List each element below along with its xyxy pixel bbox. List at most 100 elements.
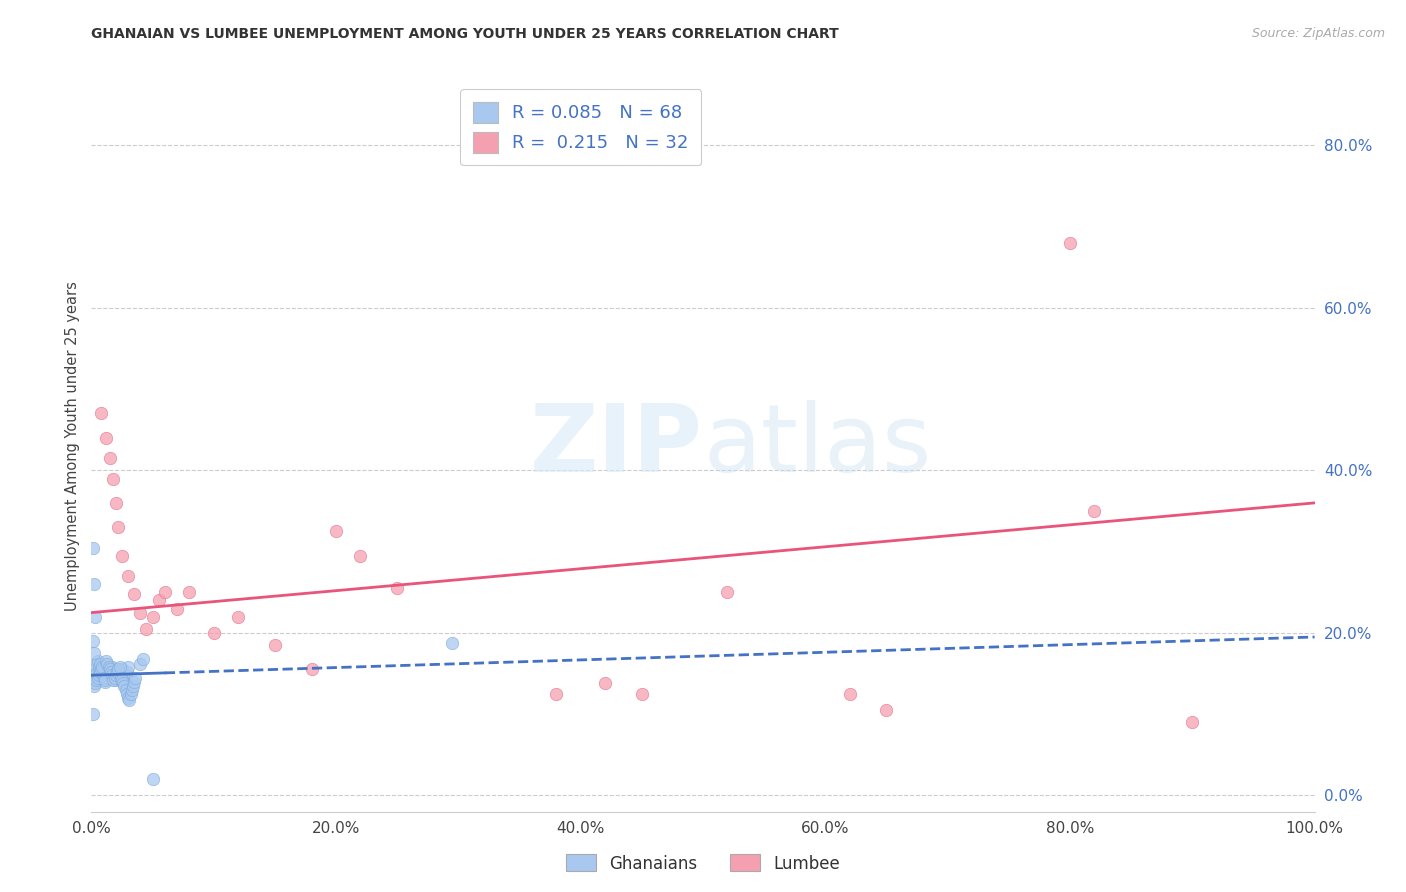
Point	[108, 668, 131, 682]
Point	[96, 666, 118, 681]
Point	[114, 682, 136, 697]
Point	[122, 674, 145, 689]
Point	[84, 666, 107, 681]
Point	[94, 671, 117, 685]
Point	[115, 687, 138, 701]
Point	[112, 679, 135, 693]
Point	[82, 634, 104, 648]
Point	[120, 687, 142, 701]
Point	[1059, 235, 1081, 250]
Point	[104, 668, 127, 682]
Text: Source: ZipAtlas.com: Source: ZipAtlas.com	[1251, 27, 1385, 40]
Point	[83, 658, 105, 673]
Text: ZIP: ZIP	[530, 400, 703, 492]
Point	[141, 609, 163, 624]
Point	[83, 646, 105, 660]
Point	[349, 549, 371, 563]
Point	[82, 541, 104, 555]
Point	[112, 676, 135, 690]
Point	[103, 671, 125, 685]
Legend: Ghanaians, Lumbee: Ghanaians, Lumbee	[560, 847, 846, 880]
Point	[117, 690, 139, 705]
Point	[117, 569, 139, 583]
Point	[103, 673, 125, 687]
Point	[112, 671, 135, 685]
Point	[122, 587, 145, 601]
Point	[101, 660, 124, 674]
Point	[441, 635, 464, 649]
Point	[83, 679, 105, 693]
Point	[107, 663, 129, 677]
Point	[325, 524, 347, 539]
Point	[148, 593, 170, 607]
Point	[82, 663, 104, 677]
Point	[135, 622, 157, 636]
Point	[94, 674, 117, 689]
Point	[132, 652, 155, 666]
Point	[111, 663, 134, 677]
Point	[301, 663, 323, 677]
Point	[94, 431, 117, 445]
Point	[631, 687, 654, 701]
Point	[94, 654, 117, 668]
Legend: R = 0.085   N = 68, R =  0.215   N = 32: R = 0.085 N = 68, R = 0.215 N = 32	[460, 89, 702, 165]
Point	[110, 673, 132, 687]
Point	[166, 601, 188, 615]
Point	[84, 673, 107, 687]
Point	[100, 665, 122, 679]
Point	[93, 663, 115, 677]
Point	[153, 585, 176, 599]
Point	[1083, 504, 1105, 518]
Point	[84, 609, 107, 624]
Point	[91, 665, 114, 679]
Point	[875, 703, 898, 717]
Point	[86, 671, 108, 685]
Point	[112, 666, 135, 681]
Point	[103, 471, 125, 485]
Point	[82, 707, 104, 722]
Y-axis label: Unemployment Among Youth under 25 years: Unemployment Among Youth under 25 years	[65, 281, 80, 611]
Point	[96, 657, 118, 671]
Point	[83, 577, 105, 591]
Point	[100, 665, 122, 679]
Point	[89, 657, 111, 671]
Point	[838, 687, 860, 701]
Point	[90, 407, 112, 421]
Point	[86, 654, 108, 668]
Point	[105, 665, 128, 679]
Point	[124, 671, 146, 685]
Point	[87, 668, 110, 682]
Point	[716, 585, 738, 599]
Point	[104, 671, 127, 685]
Point	[105, 665, 128, 679]
Point	[108, 660, 131, 674]
Point	[84, 671, 107, 685]
Point	[104, 496, 127, 510]
Point	[111, 549, 134, 563]
Point	[115, 665, 138, 679]
Text: atlas: atlas	[703, 400, 931, 492]
Point	[104, 673, 127, 687]
Point	[89, 665, 111, 679]
Point	[202, 626, 225, 640]
Point	[110, 671, 132, 685]
Point	[98, 451, 121, 466]
Point	[226, 609, 249, 624]
Point	[111, 673, 134, 687]
Point	[121, 682, 143, 697]
Point	[107, 520, 129, 534]
Point	[98, 663, 121, 677]
Point	[87, 660, 110, 674]
Text: GHANAIAN VS LUMBEE UNEMPLOYMENT AMONG YOUTH UNDER 25 YEARS CORRELATION CHART: GHANAIAN VS LUMBEE UNEMPLOYMENT AMONG YO…	[91, 27, 839, 41]
Point	[264, 638, 287, 652]
Point	[94, 673, 117, 687]
Point	[90, 668, 112, 682]
Point	[84, 676, 107, 690]
Point	[114, 668, 136, 682]
Point	[179, 585, 201, 599]
Point	[91, 660, 114, 674]
Point	[129, 606, 152, 620]
Point	[104, 668, 127, 682]
Point	[122, 679, 145, 693]
Point	[385, 581, 409, 595]
